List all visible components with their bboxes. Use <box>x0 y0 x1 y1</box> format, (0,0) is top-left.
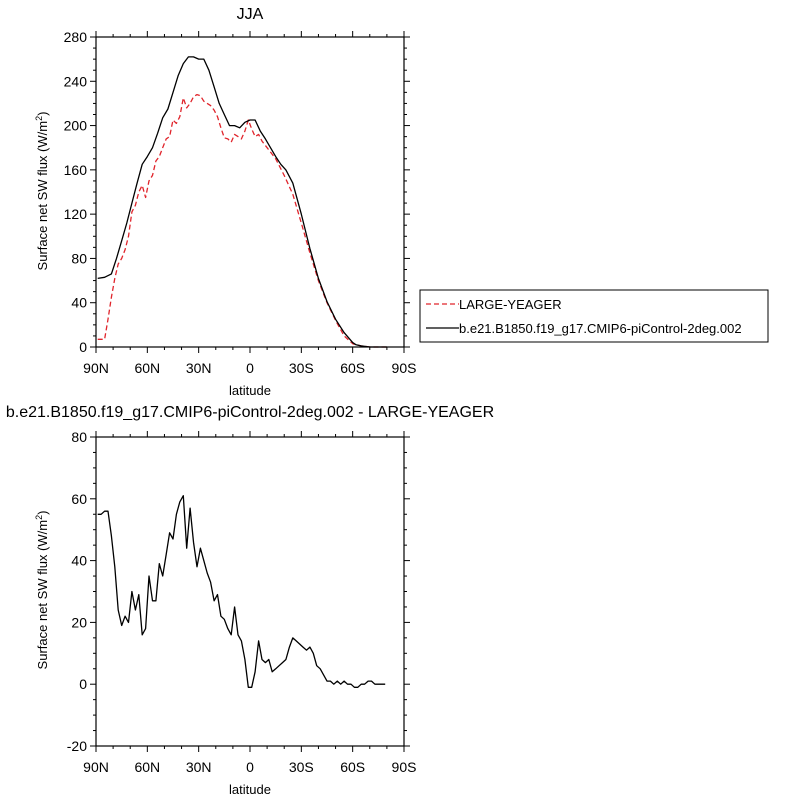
top-x-axis-title: latitude <box>229 383 271 398</box>
top-y-tick-label-280: 280 <box>64 29 88 45</box>
bottom-series-line-0 <box>97 495 386 688</box>
top-y-tick-label-160: 160 <box>64 162 88 178</box>
top-chart-title: JJA <box>237 6 264 23</box>
bottom-x-tick-label-60s: 60S <box>340 759 365 775</box>
top-x-tick-label-90s: 90S <box>392 360 417 376</box>
top-chart: JJA 90N 60N 30N 0 30S 60S 90S 0 40 80 120 160 200 240… <box>34 6 416 398</box>
bottom-y-axis-unit-close: ) <box>35 511 50 515</box>
top-y-tick-label-200: 200 <box>64 118 88 134</box>
top-y-tick-label-240: 240 <box>64 73 88 89</box>
top-plot-frame <box>95 36 405 348</box>
top-x-tick-label-30s: 30S <box>289 360 314 376</box>
bottom-plot-frame <box>95 436 405 747</box>
bottom-y-tick-label-80: 80 <box>71 429 87 445</box>
bottom-x-tick-label-60n: 60N <box>134 759 160 775</box>
top-plot-lines <box>97 56 387 348</box>
top-y-axis-title-text: Surface net SW flux <box>35 155 50 270</box>
bottom-y-tick-label-0: 0 <box>79 676 87 692</box>
bottom-chart-title: b.e21.B1850.f19_g17.CMIP6-piControl-2deg… <box>6 404 494 421</box>
top-y-axis-unit: (W/m <box>35 121 50 152</box>
bottom-x-tick-label-30s: 30S <box>289 759 314 775</box>
bottom-axes: 90N 60N 30N 0 30S 60S 90S -20 0 20 40 60 80 <box>67 429 417 775</box>
bottom-x-tick-label-90n: 90N <box>83 759 109 775</box>
bottom-x-tick-label-0: 0 <box>246 759 254 775</box>
top-y-axis-title: Surface net SW flux (W/m2) <box>34 112 50 271</box>
bottom-y-tick-label-20: 20 <box>71 614 87 630</box>
bottom-y-axis-unit-sup: 2 <box>34 515 44 520</box>
bottom-y-tick-label-40: 40 <box>71 553 87 569</box>
bottom-x-axis-title: latitude <box>229 782 271 797</box>
top-y-axis-unit-sup: 2 <box>34 116 44 121</box>
top-axes: 90N 60N 30N 0 30S 60S 90S 0 40 80 120 160 200 240 280 <box>64 29 417 376</box>
top-x-tick-label-30n: 30N <box>186 360 212 376</box>
top-x-tick-label-0: 0 <box>246 360 254 376</box>
top-y-tick-label-120: 120 <box>64 206 88 222</box>
bottom-y-tick-label-60: 60 <box>71 491 87 507</box>
legend-box <box>419 289 769 343</box>
top-x-tick-label-60n: 60N <box>134 360 160 376</box>
top-y-tick-label-80: 80 <box>71 250 87 266</box>
bottom-y-axis-title-text: Surface net SW flux <box>35 554 50 669</box>
bottom-y-axis-title: Surface net SW flux (W/m2) <box>34 511 50 670</box>
legend: LARGE-YEAGER b.e21.B1850.f19_g17.CMIP6-p… <box>419 289 769 343</box>
top-series-line-b-e21-b1850-f19-g17-cmip6-picontrol-2deg-002 <box>97 56 387 348</box>
legend-label-large-yeager: LARGE-YEAGER <box>459 297 562 312</box>
bottom-y-axis-unit: (W/m <box>35 520 50 551</box>
bottom-chart: b.e21.B1850.f19_g17.CMIP6-piControl-2deg… <box>6 404 494 797</box>
top-series-line-large-yeager <box>97 93 387 348</box>
top-y-tick-label-0: 0 <box>79 339 87 355</box>
bottom-x-tick-label-90s: 90S <box>392 759 417 775</box>
bottom-x-tick-label-30n: 30N <box>186 759 212 775</box>
bottom-y-tick-label-20: -20 <box>67 738 87 754</box>
legend-label-picontrol: b.e21.B1850.f19_g17.CMIP6-piControl-2deg… <box>459 321 742 336</box>
top-y-axis-unit-close: ) <box>35 112 50 116</box>
top-y-tick-label-40: 40 <box>71 295 87 311</box>
top-x-tick-label-90n: 90N <box>83 360 109 376</box>
bottom-plot-lines <box>97 495 386 688</box>
top-x-tick-label-60s: 60S <box>340 360 365 376</box>
